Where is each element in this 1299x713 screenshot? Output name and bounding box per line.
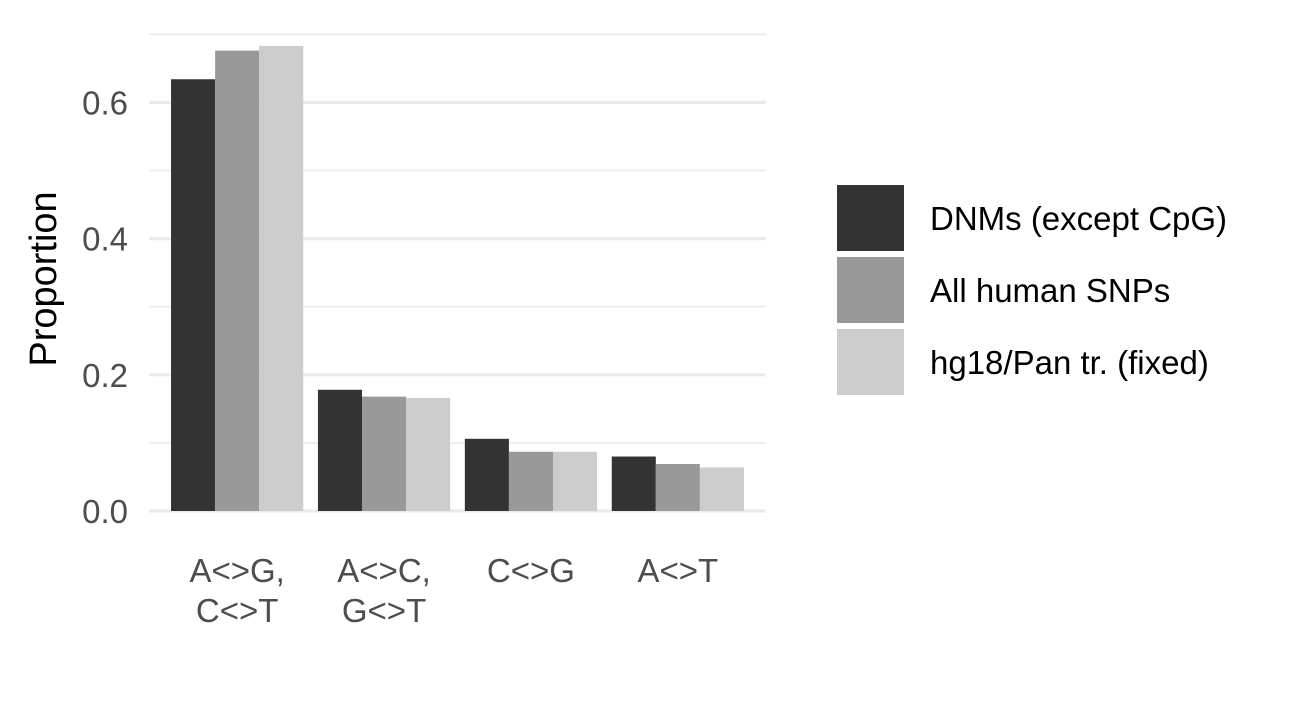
y-axis-ticks: 0.0 0.2 0.4 0.6 (82, 84, 128, 530)
x-tick-label: A<>G, C<>T (189, 552, 284, 629)
x-tick-label-line: G<>T (342, 592, 426, 629)
bar (464, 438, 509, 511)
x-axis-ticks: A<>G, C<>T A<>C, G<>T C<>G A<>T (189, 552, 718, 629)
x-tick-label-line: A<>C, (337, 552, 431, 589)
bar (552, 451, 598, 511)
bar (362, 396, 407, 511)
bar (171, 79, 216, 511)
bar (699, 467, 744, 511)
legend-label: DNMs (except CpG) (930, 200, 1227, 237)
bar (508, 451, 553, 511)
legend-swatch (837, 329, 904, 395)
bar (317, 389, 363, 511)
legend-label: All human SNPs (930, 272, 1170, 309)
y-tick-label: 0.4 (82, 221, 128, 258)
bar (611, 456, 656, 511)
y-tick-label: 0.6 (82, 84, 128, 121)
x-tick-label: C<>G (487, 552, 575, 589)
y-tick-label: 0.0 (82, 493, 128, 530)
legend-swatch (837, 257, 904, 323)
y-axis-label: Proportion (23, 191, 65, 366)
legend-label: hg18/Pan tr. (fixed) (930, 344, 1209, 381)
bar (215, 50, 260, 511)
x-tick-label: A<>C, G<>T (337, 552, 431, 629)
bar (655, 464, 700, 511)
x-tick-label-line: C<>G (487, 552, 575, 589)
x-tick-label-line: A<>T (637, 552, 718, 589)
x-tick-label: A<>T (637, 552, 718, 589)
x-tick-label-line: A<>G, (189, 552, 284, 589)
legend-swatch (837, 185, 904, 251)
x-tick-label-line: C<>T (196, 592, 279, 629)
bar (259, 45, 304, 511)
legend: DNMs (except CpG) All human SNPs hg18/Pan … (837, 185, 1227, 395)
bar-layer (171, 45, 744, 511)
y-tick-label: 0.2 (82, 357, 128, 394)
bar (406, 397, 451, 511)
